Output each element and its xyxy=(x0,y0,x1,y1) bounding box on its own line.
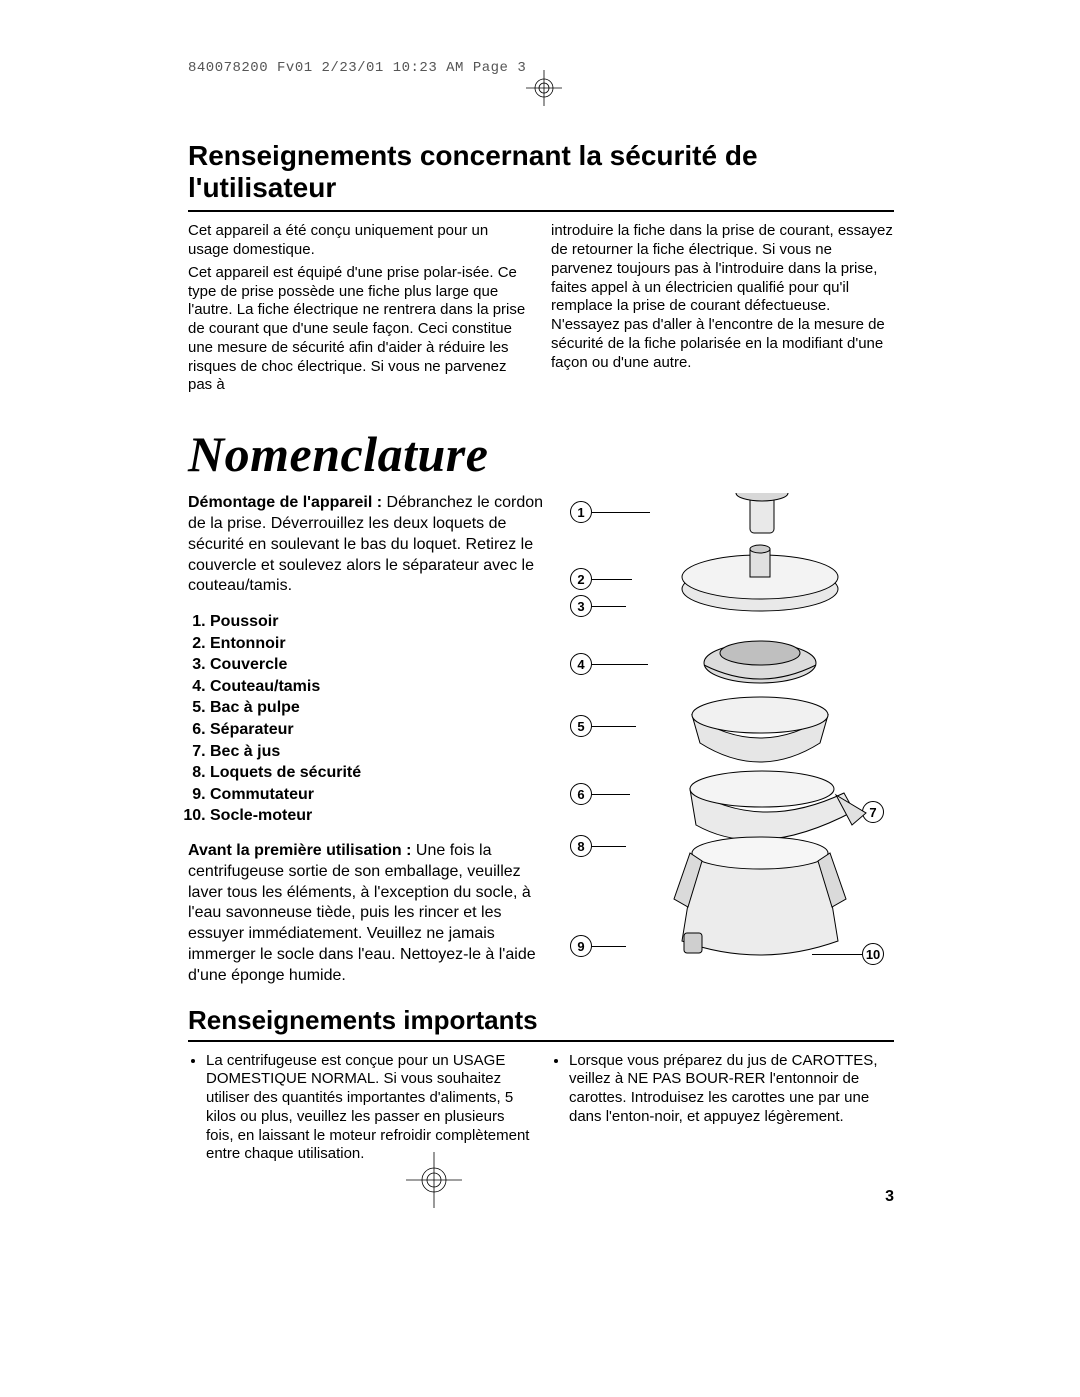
nomenclature-row: Démontage de l'appareil : Débranchez le … xyxy=(188,493,894,987)
safety-p3: introduire la fiche dans la prise de cou… xyxy=(551,222,894,372)
safety-col-right: introduire la fiche dans la prise de cou… xyxy=(551,222,894,395)
safety-columns: Cet appareil a été conçu uniquement pour… xyxy=(188,222,894,395)
before-text: Une fois la centrifugeuse sortie de son … xyxy=(188,842,536,984)
callout-9: 9 xyxy=(570,935,592,957)
callout-6: 6 xyxy=(570,783,592,805)
page-content: 840078200 Fv01 2/23/01 10:23 AM Page 3 R… xyxy=(188,60,894,1164)
nomenclature-title: Nomenclature xyxy=(188,425,894,483)
page-number: 3 xyxy=(885,1188,894,1206)
nomenclature-text-col: Démontage de l'appareil : Débranchez le … xyxy=(188,493,546,987)
section-important-title: Renseignements importants xyxy=(188,1005,894,1042)
list-item: Bac à pulpe xyxy=(210,697,546,719)
registration-mark-bottom xyxy=(404,1150,464,1210)
list-item: La centrifugeuse est conçue pour un USAG… xyxy=(206,1052,531,1165)
list-item: Couvercle xyxy=(210,654,546,676)
list-item: Socle-moteur xyxy=(210,805,546,827)
callout-4: 4 xyxy=(570,653,592,675)
important-columns: La centrifugeuse est conçue pour un USAG… xyxy=(188,1052,894,1165)
list-item: Lorsque vous préparez du jus de CAROTTES… xyxy=(569,1052,894,1127)
list-item: Commutateur xyxy=(210,784,546,806)
section-safety-title: Renseignements concernant la sécurité de… xyxy=(188,140,894,212)
exploded-diagram-icon xyxy=(630,493,890,973)
list-item: Loquets de sécurité xyxy=(210,762,546,784)
exploded-diagram-area: 1 2 3 4 5 6 8 9 7 10 xyxy=(570,493,894,987)
important-col-left: La centrifugeuse est conçue pour un USAG… xyxy=(188,1052,531,1165)
parts-list: Poussoir Entonnoir Couvercle Couteau/tam… xyxy=(188,611,546,827)
safety-p2: Cet appareil est équipé d'une prise pola… xyxy=(188,264,531,395)
disassembly-label: Démontage de l'appareil : xyxy=(188,494,382,511)
list-item: Couteau/tamis xyxy=(210,676,546,698)
callout-3: 3 xyxy=(570,595,592,617)
imprint-line: 840078200 Fv01 2/23/01 10:23 AM Page 3 xyxy=(188,60,894,76)
before-first-use-paragraph: Avant la première utilisation : Une fois… xyxy=(188,841,546,987)
safety-col-left: Cet appareil a été conçu uniquement pour… xyxy=(188,222,531,395)
callout-5: 5 xyxy=(570,715,592,737)
callout-8: 8 xyxy=(570,835,592,857)
list-item: Bec à jus xyxy=(210,741,546,763)
important-col-right: Lorsque vous préparez du jus de CAROTTES… xyxy=(551,1052,894,1165)
list-item: Entonnoir xyxy=(210,633,546,655)
list-item: Poussoir xyxy=(210,611,546,633)
before-label: Avant la première utilisation : xyxy=(188,842,411,859)
callout-2: 2 xyxy=(570,568,592,590)
list-item: Séparateur xyxy=(210,719,546,741)
disassembly-paragraph: Démontage de l'appareil : Débranchez le … xyxy=(188,493,546,597)
safety-p1: Cet appareil a été conçu uniquement pour… xyxy=(188,222,531,260)
callout-1: 1 xyxy=(570,501,592,523)
